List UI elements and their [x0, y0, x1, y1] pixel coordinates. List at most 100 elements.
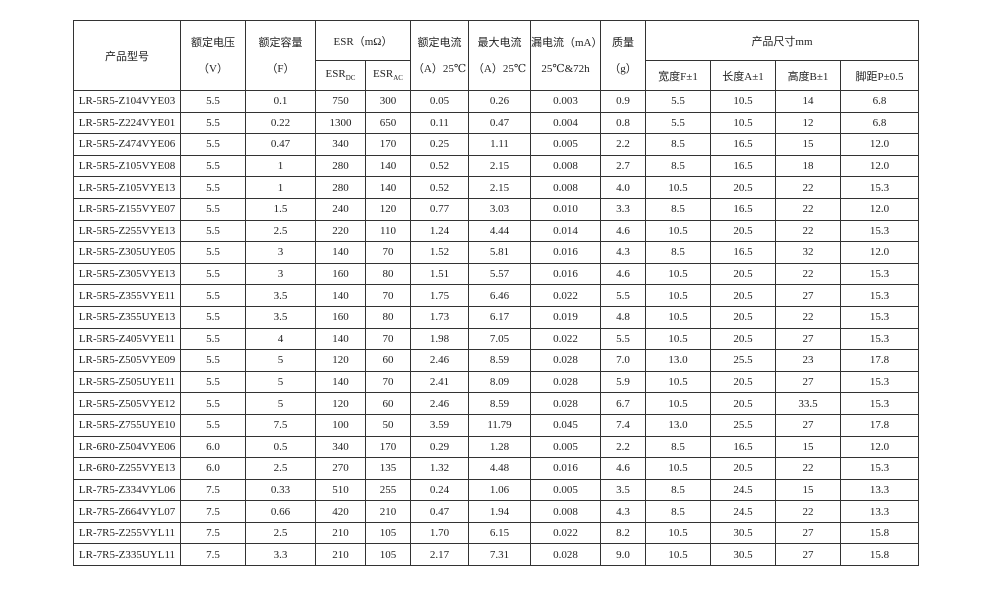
value-cell: 0.26 — [468, 90, 531, 113]
value-cell: 0.8 — [600, 111, 646, 135]
value-cell: 10.5 — [710, 111, 776, 135]
value-cell: 6.46 — [468, 284, 531, 307]
value-cell: 4.6 — [600, 457, 646, 480]
value-cell: 0.004 — [530, 111, 601, 135]
table-row: LR-7R5-Z255VYL11 7.5 2.5 210 105 1.70 6.15 0.02… — [73, 521, 919, 545]
value-cell: 1.52 — [410, 241, 469, 264]
table-row: LR-5R5-Z105VYE13 5.5 1 280 140 0.52 2.15 0.008 4… — [73, 176, 919, 199]
value-cell: 22 — [775, 262, 841, 286]
value-cell: 170 — [365, 133, 411, 156]
model-cell: LR-7R5-Z334VYL06 — [73, 478, 181, 502]
value-cell: 2.5 — [245, 521, 316, 545]
value-cell: 12.0 — [840, 133, 919, 156]
value-cell: 5.5 — [180, 176, 246, 199]
model-cell: LR-7R5-Z664VYL07 — [73, 500, 181, 523]
value-cell: 70 — [365, 284, 411, 307]
value-cell: 0.9 — [600, 90, 646, 113]
value-cell: 0.11 — [410, 111, 469, 135]
value-cell: 10.5 — [645, 176, 711, 199]
value-cell: 0.47 — [468, 111, 531, 135]
value-cell: 1.51 — [410, 262, 469, 286]
value-cell: 10.5 — [710, 90, 776, 113]
value-cell: 10.5 — [645, 457, 711, 480]
table-row: LR-5R5-Z505UYE11 5.5 5 140 70 2.41 8.09 0.028 5.… — [73, 370, 919, 394]
header-cell: ESRDC — [315, 60, 366, 91]
value-cell: 27 — [775, 543, 841, 567]
value-cell: 20.5 — [710, 327, 776, 351]
header-line: 额定电流 — [417, 36, 462, 49]
value-cell: 0.022 — [530, 521, 601, 545]
value-cell: 0.66 — [245, 500, 316, 523]
value-cell: 2.17 — [410, 543, 469, 567]
value-cell: 3.3 — [245, 543, 316, 567]
value-cell: 16.5 — [710, 435, 776, 459]
value-cell: 5.5 — [180, 133, 246, 156]
value-cell: 3.3 — [600, 197, 646, 221]
header-cell: ESR（mΩ） — [315, 20, 411, 61]
value-cell: 4.0 — [600, 176, 646, 199]
value-cell: 340 — [315, 133, 366, 156]
value-cell: 0.016 — [530, 262, 601, 286]
model-cell: LR-5R5-Z305VYE13 — [73, 262, 181, 286]
header-cell: 额定容量 （F） — [245, 20, 316, 91]
value-cell: 20.5 — [710, 305, 776, 329]
value-cell: 3.5 — [245, 284, 316, 307]
header-line: 额定电压 — [191, 36, 235, 49]
value-cell: 7.31 — [468, 543, 531, 567]
value-cell: 1300 — [315, 111, 366, 135]
value-cell: 0.25 — [410, 133, 469, 156]
value-cell: 23 — [775, 349, 841, 372]
table-row: LR-5R5-Z755UYE10 5.5 7.5 100 50 3.59 11.79 0.04… — [73, 413, 919, 437]
value-cell: 0.29 — [410, 435, 469, 459]
value-cell: 15 — [775, 435, 841, 459]
value-cell: 0.008 — [530, 154, 601, 178]
value-cell: 0.028 — [530, 392, 601, 415]
value-cell: 33.5 — [775, 392, 841, 415]
header-line: （A）25℃ — [472, 62, 527, 75]
model-cell: LR-5R5-Z505VYE09 — [73, 349, 181, 372]
header-text: ESR — [373, 68, 394, 81]
value-cell: 20.5 — [710, 284, 776, 307]
value-cell: 1.75 — [410, 284, 469, 307]
value-cell: 7.0 — [600, 349, 646, 372]
value-cell: 15.3 — [840, 457, 919, 480]
model-cell: LR-5R5-Z305UYE05 — [73, 241, 181, 264]
value-cell: 10.5 — [645, 262, 711, 286]
value-cell: 4.3 — [600, 500, 646, 523]
value-cell: 210 — [315, 521, 366, 545]
value-cell: 60 — [365, 392, 411, 415]
value-cell: 70 — [365, 370, 411, 394]
table-header: 产品型号 额定电压 （V） 额定容量 （F） ESR（mΩ） 额定电流 （A）25℃ … — [73, 20, 919, 91]
value-cell: 0.003 — [530, 90, 601, 113]
value-cell: 20.5 — [710, 262, 776, 286]
value-cell: 8.59 — [468, 349, 531, 372]
value-cell: 0.52 — [410, 176, 469, 199]
value-cell: 270 — [315, 457, 366, 480]
table-row: LR-5R5-Z255VYE13 5.5 2.5 220 110 1.24 4.44 0.01… — [73, 219, 919, 243]
header-line: 漏电流（mA） — [531, 36, 601, 49]
value-cell: 2.46 — [410, 349, 469, 372]
value-cell: 22 — [775, 305, 841, 329]
value-cell: 4.6 — [600, 262, 646, 286]
value-cell: 0.022 — [530, 284, 601, 307]
value-cell: 10.5 — [645, 327, 711, 351]
value-cell: 1.06 — [468, 478, 531, 502]
value-cell: 50 — [365, 413, 411, 437]
value-cell: 0.008 — [530, 176, 601, 199]
value-cell: 5.9 — [600, 370, 646, 394]
value-cell: 17.8 — [840, 413, 919, 437]
value-cell: 27 — [775, 521, 841, 545]
value-cell: 6.7 — [600, 392, 646, 415]
value-cell: 20.5 — [710, 176, 776, 199]
value-cell: 15.8 — [840, 543, 919, 567]
value-cell: 15.3 — [840, 284, 919, 307]
value-cell: 0.016 — [530, 241, 601, 264]
table-row: LR-5R5-Z474VYE06 5.5 0.47 340 170 0.25 1.11 0.0… — [73, 133, 919, 156]
value-cell: 24.5 — [710, 478, 776, 502]
value-cell: 25.5 — [710, 413, 776, 437]
value-cell: 11.79 — [468, 413, 531, 437]
value-cell: 6.17 — [468, 305, 531, 329]
header-line: （g） — [609, 62, 637, 75]
value-cell: 220 — [315, 219, 366, 243]
